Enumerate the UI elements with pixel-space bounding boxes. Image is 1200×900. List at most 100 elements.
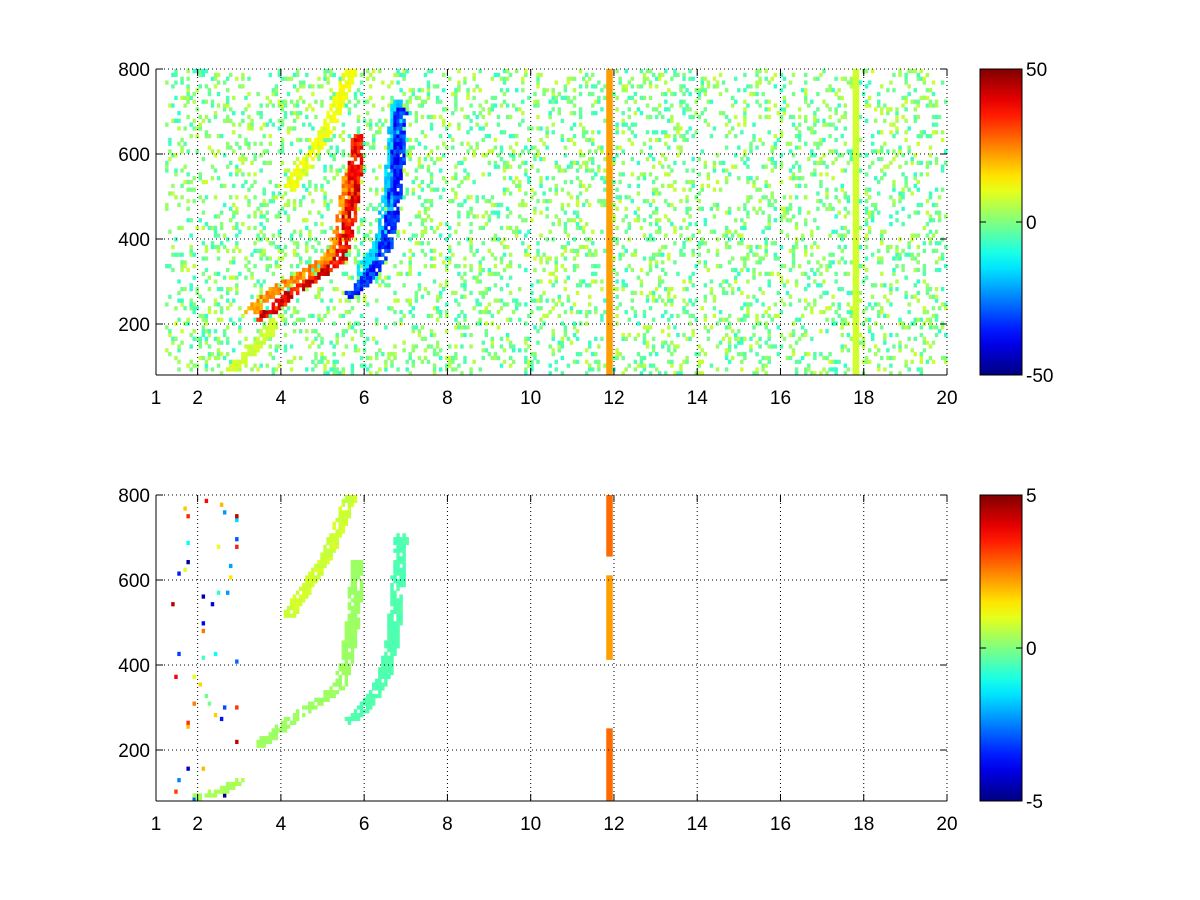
heatmap-cell: [393, 72, 397, 78]
heatmap-cell: [329, 130, 333, 135]
heatmap-cell: [238, 363, 242, 368]
heatmap-cell: [746, 84, 750, 89]
heatmap-cell: [727, 325, 732, 330]
heatmap-cell: [749, 145, 753, 150]
heatmap-cell: [451, 91, 455, 97]
heatmap-cell: [840, 183, 844, 188]
heatmap-cell: [749, 176, 753, 181]
heatmap-cell: [694, 195, 698, 200]
heatmap-cell: [487, 248, 492, 253]
heatmap-cell: [298, 283, 303, 288]
heatmap-cell: [414, 114, 419, 120]
heatmap-cell: [356, 114, 361, 120]
heatmap-cell: [341, 260, 346, 265]
heatmap-cell: [347, 183, 352, 188]
heatmap-cell: [365, 367, 370, 372]
heatmap-cell: [855, 122, 860, 127]
heatmap-cell: [603, 309, 607, 315]
heatmap-cell: [551, 122, 555, 127]
heatmap-cell: [727, 321, 732, 326]
heatmap-cell: [514, 183, 519, 188]
heatmap-cell: [606, 141, 610, 146]
heatmap-cell: [551, 329, 555, 334]
heatmap-cell: [445, 237, 449, 242]
heatmap-cell: [706, 176, 711, 181]
heatmap-cell: [797, 168, 802, 173]
heatmap-cell: [831, 302, 835, 307]
heatmap-cell: [393, 156, 397, 162]
heatmap-cell: [636, 183, 641, 188]
heatmap-cell: [213, 168, 218, 173]
heatmap-cell: [189, 287, 193, 292]
heatmap-cell: [448, 244, 452, 250]
heatmap-cell: [892, 199, 896, 204]
heatmap-cell: [411, 191, 415, 196]
heatmap-cell: [648, 80, 653, 85]
heatmap-cell: [396, 107, 400, 112]
heatmap-cell: [390, 206, 394, 211]
heatmap-cell: [618, 256, 622, 261]
heatmap-cell: [268, 313, 273, 319]
heatmap-cell: [895, 126, 899, 131]
heatmap-cell: [606, 103, 610, 108]
heatmap-cell: [253, 317, 257, 322]
heatmap-cell: [387, 283, 391, 288]
heatmap-cell: [216, 176, 221, 181]
heatmap-cell: [274, 214, 279, 219]
heatmap-cell: [381, 95, 385, 100]
heatmap-cell: [353, 72, 358, 78]
heatmap-cell: [259, 302, 263, 307]
heatmap-cell: [837, 313, 841, 319]
heatmap-cell: [892, 88, 896, 93]
heatmap-cell: [378, 348, 382, 353]
heatmap-cell: [402, 76, 406, 81]
heatmap-cell: [755, 321, 759, 326]
heatmap-cell: [353, 179, 358, 185]
heatmap-cell: [408, 237, 412, 242]
heatmap-cell: [365, 76, 370, 81]
heatmap-cell: [268, 309, 273, 315]
heatmap-cell: [454, 355, 458, 361]
heatmap-cell: [816, 145, 820, 150]
heatmap-cell: [901, 248, 905, 253]
heatmap-cell: [399, 149, 403, 154]
heatmap-cell: [402, 91, 406, 97]
heatmap-cell: [505, 76, 510, 81]
heatmap-cell: [189, 248, 193, 253]
heatmap-cell: [603, 248, 607, 253]
heatmap-cell: [216, 91, 221, 97]
heatmap-cell: [609, 164, 613, 169]
heatmap-cell: [511, 344, 516, 349]
heatmap-cell: [813, 111, 817, 116]
heatmap-cell: [724, 210, 729, 215]
heatmap-cell: [724, 355, 729, 361]
heatmap-cell: [819, 179, 823, 185]
heatmap-cell: [347, 107, 352, 112]
heatmap-cell: [886, 111, 890, 116]
heatmap-cell: [521, 111, 525, 116]
heatmap-cell: [332, 114, 336, 120]
heatmap-cell: [353, 195, 358, 200]
heatmap-cell: [499, 225, 504, 231]
heatmap-cell: [691, 183, 695, 188]
heatmap-cell: [518, 122, 522, 127]
heatmap-cell: [295, 298, 300, 303]
heatmap-cell: [286, 290, 291, 296]
heatmap-cell: [657, 191, 662, 196]
heatmap-cell: [749, 84, 753, 89]
heatmap-cell: [572, 111, 577, 116]
heatmap-cell: [609, 114, 613, 120]
heatmap-cell: [925, 290, 930, 296]
heatmap-cell: [542, 313, 546, 319]
heatmap-cell: [350, 218, 355, 223]
heatmap-cell: [305, 156, 309, 162]
heatmap-cell: [289, 294, 294, 299]
heatmap-cell: [460, 179, 464, 185]
heatmap-cell: [782, 302, 787, 307]
heatmap-cell: [685, 195, 689, 200]
heatmap-cell: [405, 137, 409, 143]
heatmap-cell: [928, 99, 933, 104]
heatmap-cell: [399, 141, 403, 146]
heatmap-cell: [168, 137, 172, 143]
heatmap-cell: [323, 256, 327, 261]
